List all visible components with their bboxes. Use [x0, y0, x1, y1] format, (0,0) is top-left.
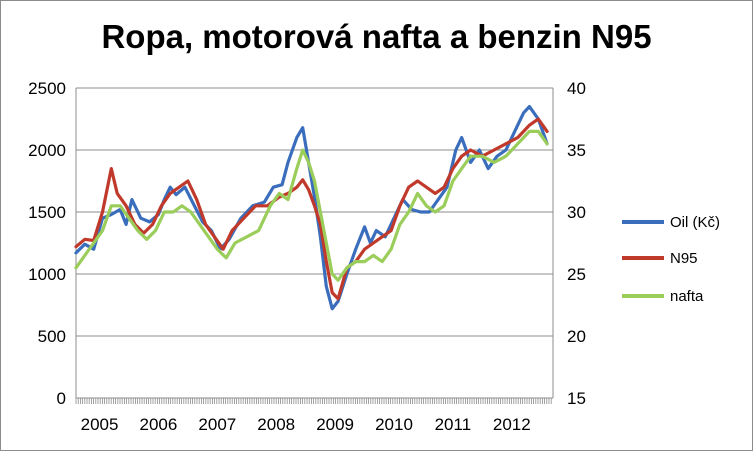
right-tick-label: 25: [567, 265, 586, 284]
series-line: [74, 129, 549, 282]
series-line: [74, 117, 549, 301]
legend-label: N95: [670, 250, 698, 267]
legend: Oil (Kč) N95 nafta: [622, 214, 720, 305]
series-line: [74, 105, 549, 311]
x-tick-label: 2009: [316, 415, 354, 434]
left-tick-label: 2000: [28, 141, 66, 160]
right-tick-label: 30: [567, 203, 586, 222]
x-tick-label: 2005: [81, 415, 119, 434]
left-tick-label: 500: [38, 327, 66, 346]
legend-label: nafta: [670, 288, 704, 305]
right-tick-label: 40: [567, 79, 586, 98]
x-tick-label: 2007: [198, 415, 236, 434]
x-tick-label: 2006: [140, 415, 178, 434]
right-tick-label: 35: [567, 141, 586, 160]
x-tick-label: 2010: [375, 415, 413, 434]
right-tick-label: 15: [567, 389, 586, 408]
x-tick-label: 2008: [257, 415, 295, 434]
gridlines: [76, 87, 553, 337]
series-lines: [74, 105, 549, 311]
legend-label: Oil (Kč): [670, 214, 720, 231]
left-tick-label: 0: [57, 389, 66, 408]
x-tick-label: 2011: [435, 415, 472, 434]
left-tick-label: 1500: [28, 203, 66, 222]
left-tick-label: 1000: [28, 265, 66, 284]
left-tick-label: 2500: [28, 79, 66, 98]
axes: 0 500 1000 1500 2000 2500 15 20 25 30 35 40 2005 2006…: [28, 79, 586, 434]
right-tick-label: 20: [567, 327, 586, 346]
x-tick-label: 2012: [493, 415, 531, 434]
chart-title: Ropa, motorová nafta a benzin N95: [101, 18, 652, 55]
